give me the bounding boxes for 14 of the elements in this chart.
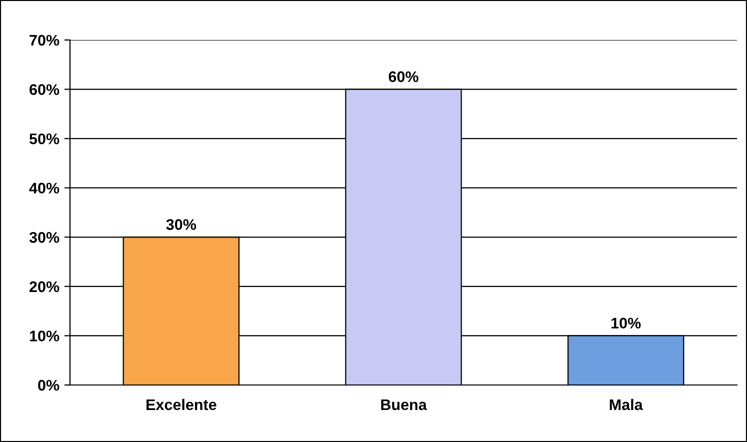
y-tick-label: 30% — [29, 232, 60, 243]
x-tick-label: Mala — [610, 398, 643, 410]
y-tick-label: 20% — [30, 281, 60, 292]
y-tick-label: 10% — [30, 330, 60, 342]
y-tick-label: 60% — [30, 84, 60, 95]
x-tick-label: Buena — [381, 399, 427, 410]
data-label: 60% — [388, 71, 418, 82]
y-tick-label: 70% — [30, 34, 60, 46]
x-tick-label: Excelente — [146, 398, 216, 410]
y-tick-label: 0% — [38, 380, 60, 391]
y-tick-label: 50% — [29, 133, 60, 144]
data-label: 10% — [612, 318, 641, 329]
y-tick-label: 40% — [29, 182, 60, 194]
data-label: 30% — [166, 219, 196, 230]
